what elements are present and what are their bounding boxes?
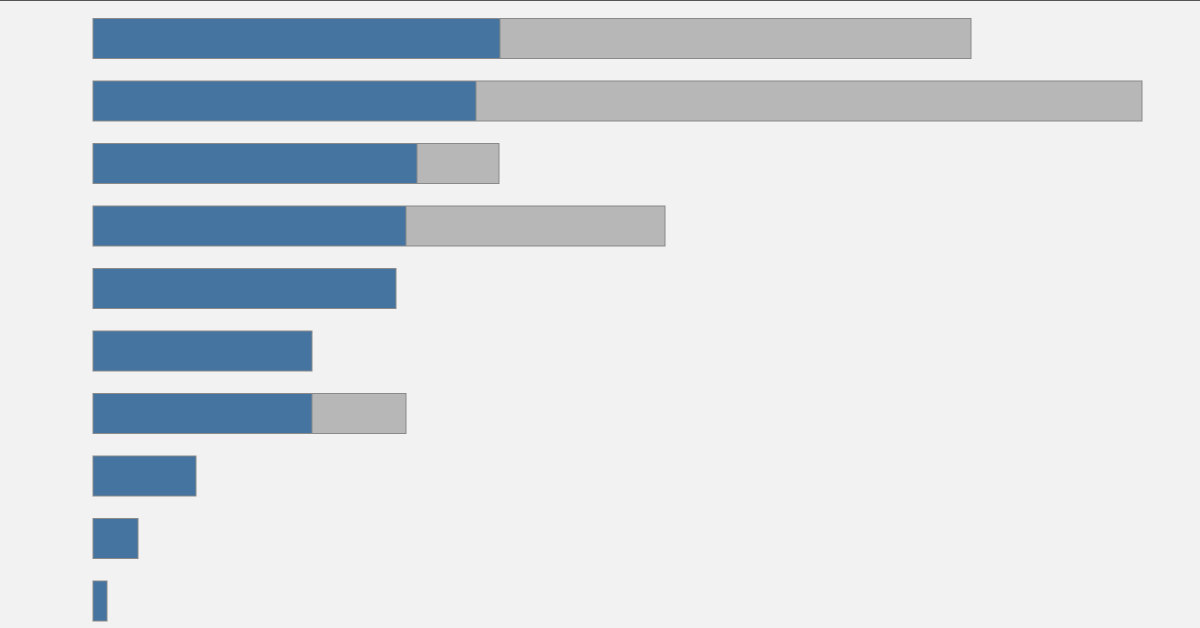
bar-row-4-series-1 xyxy=(92,205,407,247)
bar-row-2-series-1 xyxy=(92,80,477,122)
bar-row-9-series-1 xyxy=(92,518,139,559)
bar-row-1-series-1 xyxy=(92,18,501,59)
bar-row-3-series-2 xyxy=(416,143,500,184)
bar-row-10-series-1 xyxy=(92,580,108,622)
bar-row-4-series-2 xyxy=(405,205,666,247)
bar-row-8-series-1 xyxy=(92,455,197,497)
bar-row-5-series-1 xyxy=(92,268,397,309)
bar-row-1-series-2 xyxy=(499,18,972,59)
bar-row-7-series-2 xyxy=(311,393,407,434)
bar-row-7-series-1 xyxy=(92,393,313,434)
bar-row-3-series-1 xyxy=(92,143,418,184)
bar-row-2-series-2 xyxy=(475,80,1143,122)
top-border xyxy=(0,0,1200,1)
bar-row-6-series-1 xyxy=(92,330,313,372)
